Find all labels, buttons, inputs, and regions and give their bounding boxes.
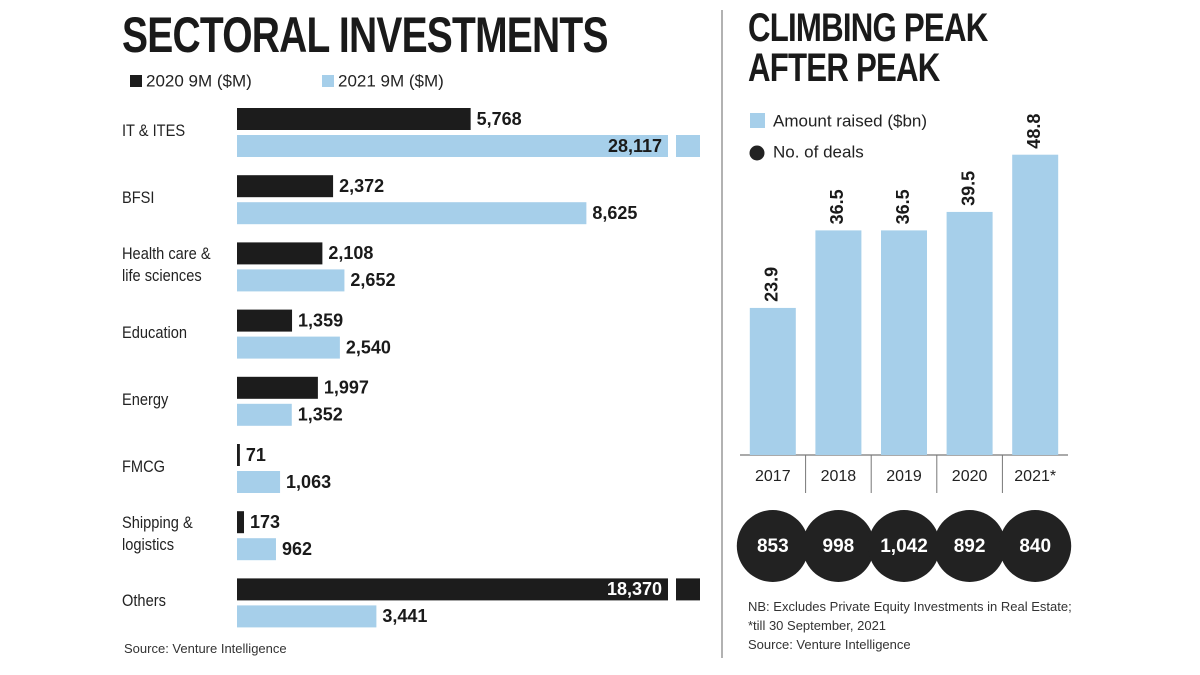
bar (946, 211, 993, 455)
bar (237, 336, 340, 359)
data-label: 998 (823, 536, 855, 557)
bar (237, 471, 281, 493)
y-tick-label: Health care & life sciences (122, 244, 211, 286)
bar-break (668, 577, 676, 602)
deal-circle (933, 510, 1006, 582)
data-label: 2,652 (350, 270, 395, 290)
data-label: 23.9 (762, 267, 782, 302)
bar (237, 202, 587, 225)
bar (237, 175, 334, 198)
x-tick-label: 2020 (952, 468, 988, 485)
legend-swatch (322, 75, 334, 87)
deal-circle (999, 510, 1072, 582)
source: Source: Venture Intelligence (748, 637, 911, 652)
legend-swatch (130, 75, 142, 87)
data-label: 3,441 (382, 606, 427, 626)
x-tick-label: 2018 (821, 468, 857, 485)
bar (237, 403, 292, 426)
bar (237, 242, 323, 265)
data-label: 8,625 (592, 203, 637, 223)
x-tick-label: 2021* (1014, 468, 1056, 485)
x-tick-label: 2017 (755, 468, 791, 485)
data-label: 18,370 (607, 579, 662, 599)
note-text: NB: Excludes Private Equity Investments … (748, 599, 1072, 633)
bar (1012, 154, 1059, 455)
legend-label: 2020 9M ($M) (146, 71, 252, 90)
bar (237, 444, 240, 466)
legend-swatch (749, 145, 765, 161)
bar (237, 108, 471, 130)
legend-label: 2021 9M ($M) (338, 71, 444, 90)
bar (881, 230, 927, 455)
bar (815, 230, 862, 455)
y-tick-label: Energy (122, 389, 169, 409)
data-label: 39.5 (958, 171, 978, 206)
y-tick-label: Shipping & logistics (122, 513, 193, 555)
data-label: 5,768 (477, 109, 522, 129)
bar (237, 135, 700, 157)
data-label: 28,117 (608, 136, 662, 156)
data-label: 962 (282, 539, 312, 559)
data-label: 36.5 (893, 189, 913, 224)
y-tick-label: IT & ITES (122, 121, 186, 140)
source: Source: Venture Intelligence (124, 641, 287, 656)
data-label: 1,042 (880, 536, 928, 557)
y-tick-label: Education (122, 322, 188, 342)
note: NB: Excludes Private Equity Investments … (748, 597, 1078, 654)
legend-label: No. of deals (773, 142, 864, 161)
bar (237, 538, 276, 561)
bar (237, 269, 345, 292)
deal-circle (868, 510, 940, 582)
data-label: 2,372 (339, 176, 384, 196)
bar (237, 309, 293, 332)
data-label: 2,540 (346, 337, 391, 357)
bar (237, 376, 318, 399)
y-tick-label: Others (122, 591, 166, 611)
data-label: 1,997 (324, 378, 369, 398)
bar (237, 578, 700, 601)
bar (237, 605, 377, 628)
data-label: 853 (757, 536, 789, 557)
legend-label: Amount raised ($bn) (773, 111, 927, 130)
y-tick-label: BFSI (122, 188, 155, 208)
data-label: 2,108 (328, 243, 373, 263)
data-label: 48.8 (1024, 114, 1044, 149)
data-label: 173 (250, 512, 280, 532)
chart-title: SECTORAL INVESTMENTS (122, 7, 608, 63)
data-label: 1,359 (298, 310, 343, 330)
bar (749, 307, 796, 455)
chart-title: CLIMBING PEAK AFTER PEAK (748, 6, 988, 90)
data-label: 36.5 (827, 189, 847, 224)
data-label: 1,063 (286, 472, 331, 492)
data-label: 71 (246, 445, 266, 465)
data-label: 840 (1019, 536, 1051, 557)
x-tick-label: 2019 (886, 468, 922, 485)
bar (237, 511, 245, 534)
bar-break (668, 134, 676, 158)
deal-circle (736, 510, 809, 582)
legend-swatch (750, 113, 765, 128)
deal-circle (802, 510, 875, 582)
data-label: 1,352 (298, 405, 343, 425)
data-label: 892 (954, 536, 986, 557)
y-tick-label: FMCG (122, 457, 166, 476)
